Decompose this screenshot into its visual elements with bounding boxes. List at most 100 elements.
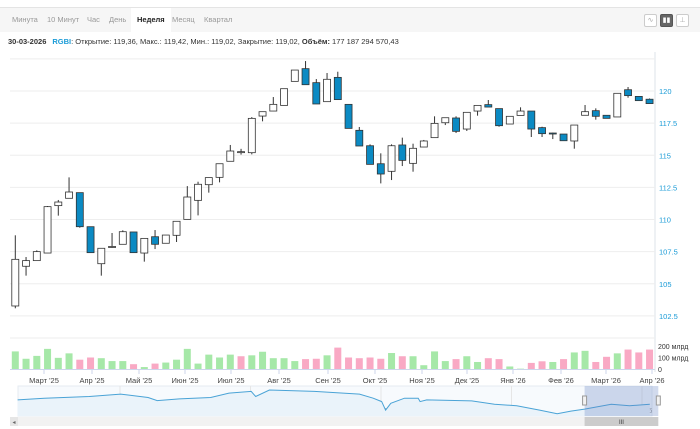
candle-down[interactable] — [452, 117, 460, 132]
volume-bar[interactable] — [226, 354, 234, 369]
volume-bar[interactable] — [248, 355, 256, 369]
scrollbar-thumb[interactable] — [584, 417, 659, 426]
candle-up[interactable] — [226, 150, 235, 162]
volume-bar[interactable] — [216, 357, 224, 370]
ohlc-chart-icon[interactable]: ⊥ — [676, 14, 689, 27]
candle-down[interactable] — [484, 104, 493, 108]
candle-up[interactable] — [570, 124, 579, 142]
volume-bar[interactable] — [108, 361, 116, 369]
candle-up[interactable] — [237, 151, 245, 154]
volume-bar[interactable] — [646, 349, 654, 369]
volume-bar[interactable] — [87, 357, 95, 370]
candle-down[interactable] — [151, 236, 159, 245]
volume-bar[interactable] — [592, 361, 600, 369]
volume-bar[interactable] — [65, 353, 73, 369]
volume-bar[interactable] — [441, 361, 449, 369]
volume-bar[interactable] — [140, 367, 148, 369]
volume-bar[interactable] — [194, 363, 202, 369]
candle-up[interactable] — [430, 122, 439, 139]
candle-down[interactable] — [129, 231, 138, 254]
candle-down[interactable] — [538, 127, 546, 135]
volume-bar[interactable] — [291, 361, 299, 369]
candle-up[interactable] — [183, 196, 192, 220]
candle-up[interactable] — [172, 220, 181, 236]
candle-up[interactable] — [258, 111, 267, 117]
volume-bar[interactable] — [388, 353, 396, 369]
scrollbar-track[interactable] — [10, 417, 655, 426]
candle-down[interactable] — [634, 95, 643, 102]
volume-bar[interactable] — [151, 363, 159, 369]
candle-up[interactable] — [194, 183, 202, 201]
volume-bar[interactable] — [366, 357, 374, 370]
volume-bar[interactable] — [345, 357, 353, 370]
volume-bar[interactable] — [280, 358, 288, 369]
candle-up[interactable] — [11, 258, 20, 307]
volume-bar[interactable] — [635, 352, 643, 369]
volume-bar[interactable] — [205, 354, 213, 369]
volume-bar[interactable] — [409, 356, 417, 369]
candle-down[interactable] — [624, 89, 632, 97]
volume-bar[interactable] — [119, 361, 127, 369]
volume-bar[interactable] — [22, 358, 30, 369]
volume-bar[interactable] — [398, 356, 406, 369]
volume-bar[interactable] — [506, 366, 514, 369]
candle-up[interactable] — [97, 247, 106, 265]
candle-down[interactable] — [86, 226, 95, 254]
tab-quarter[interactable]: Квартал — [204, 15, 233, 24]
volume-bar[interactable] — [130, 364, 138, 369]
volume-bar[interactable] — [302, 359, 310, 369]
candle-down[interactable] — [548, 132, 557, 135]
candle-up[interactable] — [215, 163, 224, 178]
candle-up[interactable] — [323, 78, 331, 103]
volume-bar[interactable] — [570, 352, 578, 369]
tab-10-minutes[interactable]: 10 Минут — [47, 15, 80, 24]
candle-down[interactable] — [376, 163, 385, 175]
volume-bar[interactable] — [334, 347, 342, 369]
candle-down[interactable] — [645, 98, 654, 104]
volume-bar[interactable] — [33, 355, 41, 369]
volume-bar[interactable] — [538, 361, 546, 369]
volume-bar[interactable] — [97, 358, 105, 369]
volume-bar[interactable] — [312, 358, 320, 369]
candle-up[interactable] — [613, 92, 622, 118]
candle-up[interactable] — [161, 234, 170, 244]
candle-up[interactable] — [516, 110, 525, 116]
volume-bar[interactable] — [420, 365, 428, 369]
candle-up[interactable] — [581, 111, 589, 116]
tab-day[interactable]: День — [109, 15, 127, 24]
volume-bar[interactable] — [452, 359, 460, 369]
volume-bar[interactable] — [431, 351, 439, 369]
candle-up[interactable] — [43, 206, 52, 254]
scroll-left-button[interactable] — [10, 417, 18, 426]
volume-bar[interactable] — [162, 362, 170, 369]
navigator-handle-right[interactable] — [655, 395, 661, 406]
candle-down[interactable] — [333, 76, 342, 101]
tab-hour[interactable]: Час — [87, 15, 100, 24]
candle-down[interactable] — [312, 82, 321, 105]
volume-bar[interactable] — [624, 349, 632, 369]
volume-bar[interactable] — [527, 362, 535, 369]
volume-bar[interactable] — [173, 359, 181, 369]
candle-up[interactable] — [290, 69, 299, 82]
line-chart-icon[interactable]: ∿ — [644, 14, 657, 27]
navigator-selection[interactable] — [584, 386, 659, 416]
volume-bar[interactable] — [54, 357, 62, 369]
volume-bar[interactable] — [581, 350, 589, 369]
volume-bar[interactable] — [603, 356, 611, 369]
candle-down[interactable] — [366, 145, 374, 165]
volume-bar[interactable] — [183, 348, 191, 369]
volume-bar[interactable] — [237, 356, 245, 369]
candle-down[interactable] — [527, 110, 536, 130]
candle-down[interactable] — [591, 110, 600, 117]
candle-up[interactable] — [419, 140, 428, 148]
candle-down[interactable] — [495, 108, 503, 127]
candle-down[interactable] — [301, 68, 310, 86]
candle-up[interactable] — [280, 88, 288, 106]
candle-down[interactable] — [344, 103, 353, 129]
volume-bar[interactable] — [377, 358, 385, 369]
candlestick-chart-icon[interactable]: ▮▮ — [660, 14, 673, 27]
volume-bar[interactable] — [474, 361, 482, 369]
candle-down[interactable] — [75, 192, 84, 228]
candle-up[interactable] — [22, 260, 30, 267]
